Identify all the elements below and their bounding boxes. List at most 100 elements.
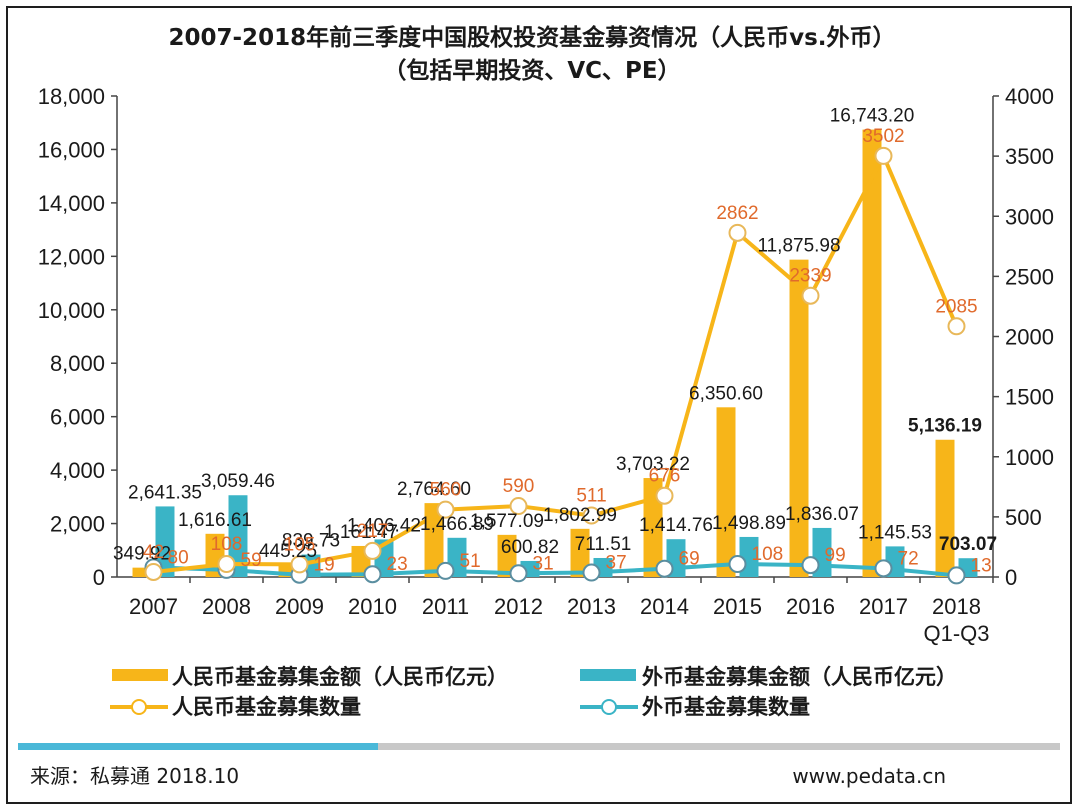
fx-amount-data-label: 600.82 [501,537,559,558]
rmb-amount-data-label: 1,616.61 [178,510,252,531]
rmb-amount-data-label: 3,703.22 [616,454,690,475]
legend: 人民币基金募集金额（人民币亿元） 外币基金募集金额（人民币亿元） 人民币基金募集… [110,665,957,719]
chart-title: 2007-2018年前三季度中国股权投资基金募资情况（人民币vs.外币） [169,24,896,51]
x-axis-tick-label: 2007 [129,594,178,619]
x-axis-tick-label: 2013 [567,594,616,619]
left-axis-tick-label: 10,000 [38,298,105,323]
right-axis-tick-label: 2500 [1005,264,1054,289]
fx-amount-bar [228,495,248,577]
legend-marker-rmb-count [131,699,147,715]
rmb-count-marker [436,500,455,519]
rmb-count-data-label: 590 [503,476,535,497]
chart-frame [6,6,1072,804]
fx-count-marker [728,555,747,574]
fx-count-marker [801,556,820,575]
fx-amount-data-label: 1,836.07 [785,504,859,525]
fx-amount-data-label: 1,406.42 [347,515,421,536]
legend-swatch-fx-amount [580,669,636,681]
right-axis-tick-label: 0 [1005,565,1017,590]
fx-count-data-label: 72 [898,548,919,569]
plot-area: 0 2,000 4,000 6,000 8,000 10,000 12,000 14,000 1… [38,84,1054,646]
legend-swatch-rmb-amount [112,669,168,681]
left-axis-tick-label: 8,000 [50,351,105,376]
right-axis-tick-label: 1000 [1005,445,1054,470]
x-axis-tick-label: 2010 [348,594,397,619]
left-axis-tick-label: 16,000 [38,137,105,162]
rmb-count-data-label: 676 [649,466,681,487]
left-axis-tick-label: 18,000 [38,84,105,109]
fx-count-marker [655,559,674,578]
x-axis-tick-label: 2017 [859,594,908,619]
fx-amount-data-label: 1,498.89 [712,513,786,534]
x-axis-tick-label: 2018 [932,594,981,619]
fx-count-data-label: 19 [314,555,335,576]
fx-amount-data-label: 1,466.89 [420,514,494,535]
rmb-count-marker [655,486,674,505]
x-axis-tick-label: 2014 [640,594,689,619]
rmb-amount-data-label: 1,161.47 [324,522,398,543]
rmb-amount-bar [497,534,517,577]
footer-divider-accent [18,743,378,750]
left-axis-tick-label: 0 [93,565,105,590]
legend-label-rmb-amount: 人民币基金募集金额（人民币亿元） [172,665,508,689]
fx-count-line [153,562,957,578]
right-axis-tick-label: 1500 [1005,385,1054,410]
rmb-count-data-label: 560 [430,480,462,501]
rmb-count-data-label: 511 [576,486,606,507]
rmb-amount-bar [716,407,736,577]
fx-count-data-label: 51 [460,551,481,572]
fx-amount-data-label: 3,059.46 [201,471,275,492]
rmb-amount-data-label: 16,743.20 [830,106,915,127]
rmb-count-marker [363,541,382,560]
fx-amount-data-label: 1,414.76 [639,515,713,536]
source-note: 来源：私募通 2018.10 [30,764,239,788]
footer-divider [378,743,1060,750]
fx-count-marker [509,564,528,583]
right-axis-tick-label: 3500 [1005,144,1054,169]
right-axis-tick-label: 2000 [1005,325,1054,350]
legend-marker-fx-count [601,699,617,715]
rmb-amount-data-label: 445.25 [259,541,317,562]
fx-amount-data-label: 703.07 [939,534,997,555]
rmb-count-data-label: 2339 [789,266,831,287]
x-axis-tick-label: 2012 [494,594,543,619]
rmb-amount-data-label: 349.92 [113,544,171,565]
fx-amount-bar [155,506,175,577]
website-note: www.pedata.cn [792,764,946,788]
chart-subtitle: （包括早期投资、VC、PE） [383,57,680,84]
x-axis-tick-label: 2008 [202,594,251,619]
rmb-count-marker [144,562,163,581]
x-axis-tick-label: 2011 [422,594,469,619]
legend-label-rmb-count: 人民币基金募集数量 [172,695,361,719]
left-axis-tick-label: 12,000 [38,244,105,269]
left-axis-tick-label: 4,000 [50,458,105,483]
rmb-count-marker [290,555,309,574]
fx-count-marker [436,561,455,580]
rmb-amount-bar [935,439,955,577]
fx-count-data-label: 99 [825,545,846,566]
rmb-count-line [153,153,959,574]
fx-count-data-label: 23 [387,554,408,575]
fx-count-marker [363,565,382,584]
rmb-count-data-label: 108 [211,534,243,555]
rmb-count-marker [874,146,893,165]
rmb-amount-data-label: 11,875.98 [757,236,840,257]
rmb-amount-bar [862,129,882,578]
fx-count-data-label: 108 [752,544,784,565]
rmb-count-data-label: 105 [284,534,316,555]
left-axis-tick-label: 14,000 [38,191,105,216]
fx-count-data-label: 31 [533,553,554,574]
x-axis-tick-label: 2016 [786,594,835,619]
rmb-count-data-label: 2085 [935,296,977,317]
rmb-count-marker [728,223,747,242]
x-axis-tick-label: 2015 [713,594,762,619]
rmb-amount-data-label: 1,577.09 [470,511,544,532]
x-axis-tick-sublabel: Q1-Q3 [923,621,989,646]
rmb-count-data-label: 2862 [716,203,758,224]
rmb-amount-bar [278,565,298,577]
rmb-count-marker [217,555,236,574]
fx-count-data-label: 69 [679,549,700,570]
rmb-count-marker [947,317,966,336]
fx-count-data-label: 59 [241,550,262,571]
